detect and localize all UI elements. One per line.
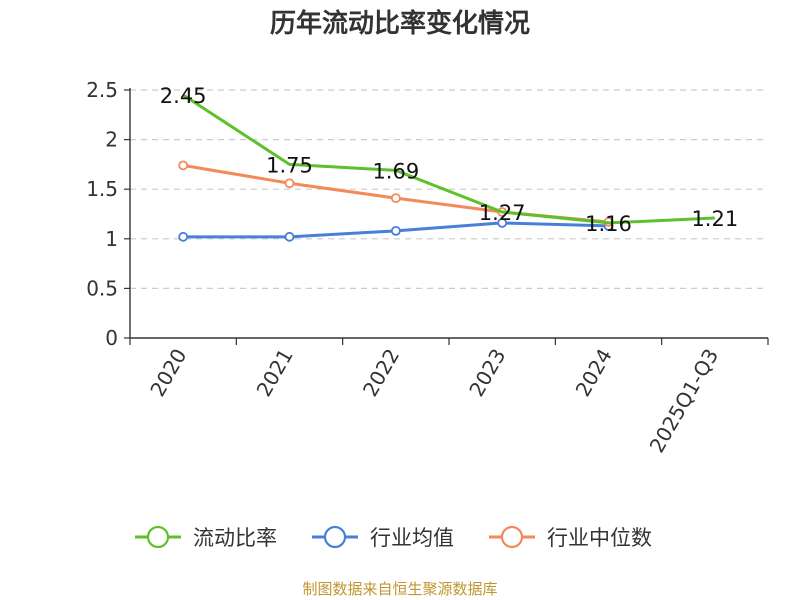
data-label: 2.45	[160, 84, 207, 108]
data-label-layer: 2.45 1.75 1.69 1.27 1.16 1.21	[160, 84, 738, 236]
legend-item: 流动比率	[135, 525, 277, 550]
x-tick-label: 2021	[252, 345, 298, 401]
x-tick-label: 2025Q1-Q3	[644, 345, 723, 457]
data-point	[284, 178, 295, 189]
axis-layer: 0 0.5 1 1.5 2 2.5 2020 2021 2022 2023 2024 2025Q1-Q…	[86, 78, 769, 457]
y-tick-label: 1	[105, 227, 118, 251]
data-label: 1.75	[266, 153, 313, 177]
source-note: 制图数据来自恒生聚源数据库	[302, 580, 497, 598]
series-line-0	[182, 93, 715, 225]
data-label: 1.21	[691, 207, 738, 231]
y-tick-label: 2	[105, 128, 118, 152]
data-point	[497, 218, 508, 228]
legend-label: 行业中位数	[547, 526, 652, 550]
legend-swatch-marker	[500, 525, 524, 549]
x-tick-label: 2022	[358, 345, 404, 401]
y-tick-label: 1.5	[86, 177, 118, 201]
data-point	[284, 231, 295, 242]
grid-layer	[130, 89, 768, 289]
data-label: 1.27	[479, 201, 526, 225]
chart-title: 历年流动比率变化情况	[270, 8, 530, 39]
data-label: 1.69	[372, 159, 419, 183]
legend-swatch-marker	[323, 525, 347, 549]
x-tick-label: 2020	[145, 345, 191, 401]
data-point	[390, 225, 401, 236]
legend-label: 流动比率	[193, 526, 277, 550]
data-point	[178, 231, 189, 242]
y-tick-label: 0	[105, 326, 118, 350]
legend-swatch-marker	[146, 525, 170, 549]
legend-label: 行业均值	[370, 526, 454, 550]
legend-item: 行业中位数	[489, 525, 652, 550]
x-tick-label: 2024	[571, 345, 617, 401]
y-tick-label: 2.5	[86, 78, 118, 102]
series-layer	[178, 93, 715, 242]
data-point	[178, 160, 189, 171]
legend-item: 行业均值	[312, 525, 454, 550]
data-point	[390, 193, 401, 204]
x-tick-label: 2023	[464, 344, 510, 400]
legend: 流动比率 行业均值 行业中位数	[135, 525, 652, 550]
data-label: 1.16	[585, 212, 632, 236]
y-tick-label: 0.5	[86, 276, 118, 300]
